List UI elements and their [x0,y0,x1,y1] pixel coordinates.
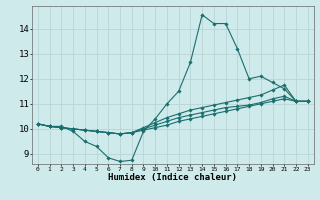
X-axis label: Humidex (Indice chaleur): Humidex (Indice chaleur) [108,173,237,182]
